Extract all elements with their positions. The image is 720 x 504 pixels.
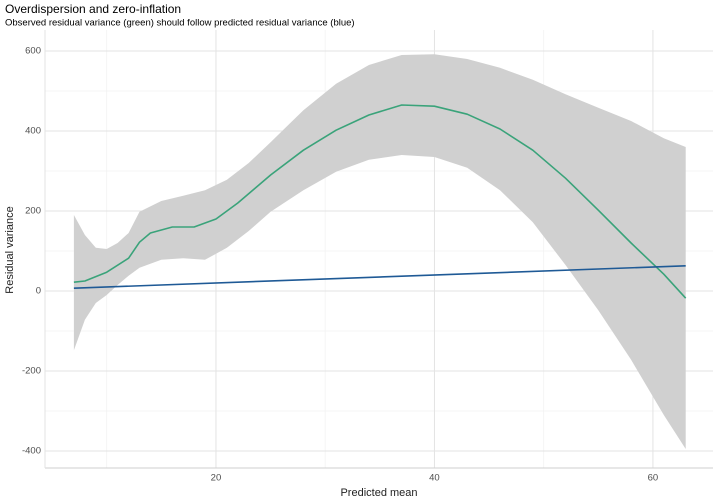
line [73,104,687,299]
confidence-band [73,54,686,449]
line [73,265,686,289]
y-axis-label: Residual variance [4,206,16,293]
y-tick-label: 400 [25,126,41,137]
x-tick-label: 20 [211,473,222,484]
x-axis-label: Predicted mean [340,487,417,499]
x-tick-label: 40 [429,473,440,484]
y-tick-label: 0 [36,286,41,297]
chart-title: Overdispersion and zero-inflation [5,2,181,16]
y-tick-label: -200 [22,366,41,377]
y-tick-label: 200 [25,206,41,217]
chart-subtitle: Observed residual variance (green) shoul… [5,18,355,29]
y-tick-label: -400 [22,446,41,457]
y-tick-label: 600 [25,46,41,57]
x-tick-label: 60 [648,473,659,484]
